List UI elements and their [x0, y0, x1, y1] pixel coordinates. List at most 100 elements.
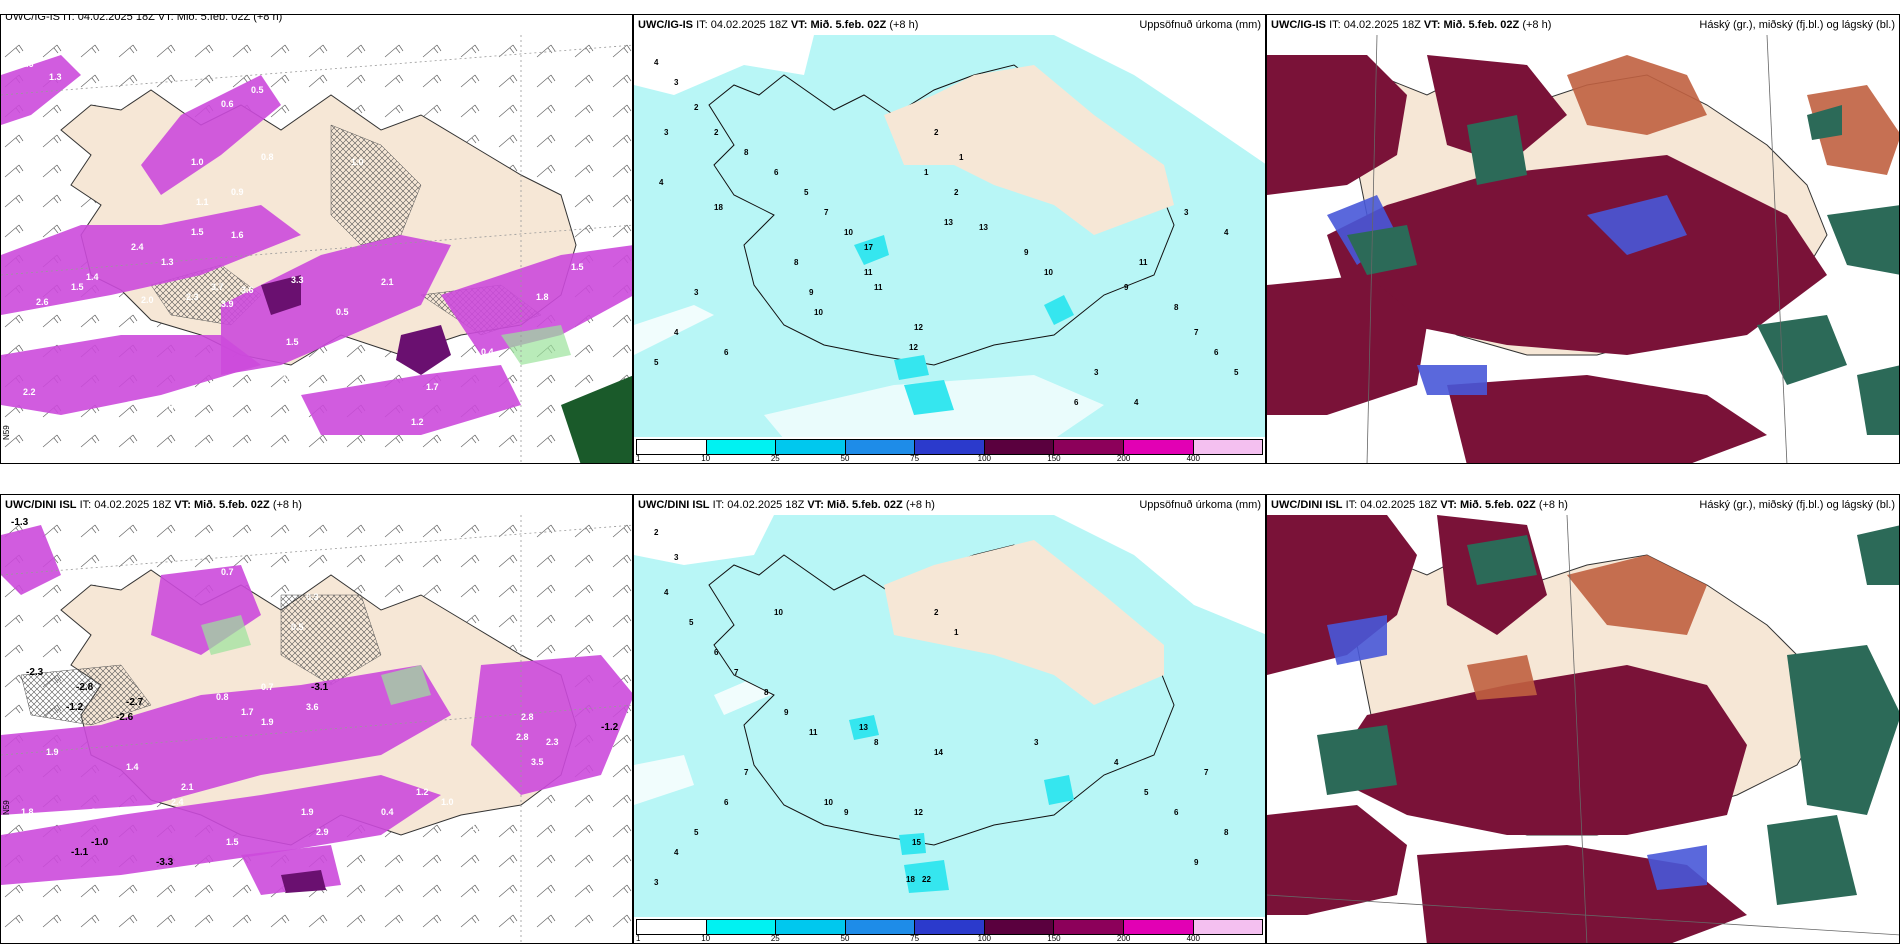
precip-band	[1, 55, 81, 125]
svg-text:2.9: 2.9	[316, 827, 329, 837]
vt-label: VT:	[807, 499, 824, 511]
svg-text:5: 5	[804, 188, 809, 197]
panel-header-clipped: UWC/IG-IS IT: 04.02.2025 18Z VT: Mið. 5.…	[5, 14, 283, 23]
wind-precip-panel-row1: UWC/IG-IS IT: 04.02.2025 18Z VT: Mið. 5.…	[0, 14, 633, 464]
it-label: IT:	[696, 19, 708, 31]
svg-text:8: 8	[1174, 303, 1179, 312]
legend-tick: 100	[977, 934, 991, 943]
legend-tick: 75	[910, 454, 920, 463]
field-title: Háský (gr.), miðský (fj.bl.) og lágský (…	[1699, 499, 1895, 511]
field-title: Uppsöfnuð úrkoma (mm)	[1139, 499, 1261, 511]
precip-core	[396, 325, 451, 375]
legend-tick: 150	[1047, 934, 1061, 943]
svg-text:15: 15	[912, 838, 921, 847]
svg-text:1.0: 1.0	[191, 157, 204, 167]
svg-text:2.8: 2.8	[516, 732, 529, 742]
svg-text:1.4: 1.4	[86, 272, 99, 282]
legend-swatch	[1193, 920, 1263, 934]
svg-text:10: 10	[774, 608, 783, 617]
precip-band	[441, 245, 632, 355]
accum-precip-map: 2 3 4 5 6 7 8 9 10 11 13 15 12 14 22 18 …	[634, 515, 1265, 919]
svg-text:3: 3	[694, 288, 699, 297]
legend-tick: 25	[770, 454, 780, 463]
panel-header: UWC/DINI ISL IT: 04.02.2025 18Z VT: Mið.…	[1, 495, 632, 515]
svg-text:1.5: 1.5	[191, 227, 204, 237]
svg-text:7: 7	[734, 668, 739, 677]
svg-text:4: 4	[1114, 758, 1119, 767]
svg-text:4: 4	[659, 178, 664, 187]
lead-time: (+8 h)	[905, 499, 935, 511]
svg-text:2.6: 2.6	[36, 297, 49, 307]
legend-tick: 10	[701, 454, 711, 463]
svg-text:3: 3	[674, 78, 679, 87]
svg-text:8: 8	[764, 688, 769, 697]
svg-text:-1.2: -1.2	[601, 722, 619, 733]
svg-text:12: 12	[909, 343, 918, 352]
svg-text:2.2: 2.2	[23, 387, 36, 397]
svg-text:1.2: 1.2	[416, 787, 429, 797]
svg-text:2: 2	[934, 128, 939, 137]
svg-text:9: 9	[1124, 283, 1129, 292]
legend-bar	[636, 439, 1263, 455]
vt-label: VT:	[1440, 499, 1457, 511]
latitude-label: N59	[2, 800, 11, 815]
it-label: IT:	[712, 499, 725, 511]
svg-text:0.4: 0.4	[481, 347, 494, 357]
svg-text:4: 4	[1134, 398, 1139, 407]
cloud-cover-map	[1267, 35, 1899, 463]
svg-text:13: 13	[979, 223, 988, 232]
legend-swatch	[845, 920, 916, 934]
it-value: 04.02.2025 18Z	[710, 19, 788, 31]
it-label: IT:	[1329, 19, 1341, 31]
svg-text:2.4: 2.4	[171, 797, 184, 807]
svg-text:6: 6	[1174, 808, 1179, 817]
legend-swatch	[1054, 440, 1124, 454]
svg-text:1.3: 1.3	[161, 257, 174, 267]
field-title: Uppsöfnuð úrkoma (mm)	[1139, 19, 1261, 31]
svg-text:2: 2	[714, 128, 719, 137]
model-name: UWC/DINI ISL	[638, 499, 710, 511]
svg-text:1.6: 1.6	[21, 59, 34, 69]
svg-text:12: 12	[914, 323, 923, 332]
it-value: 04.02.2025 18Z	[94, 499, 172, 511]
wind-precip-panel-row2: UWC/DINI ISL IT: 04.02.2025 18Z VT: Mið.…	[0, 494, 633, 944]
legend-swatch	[1123, 440, 1194, 454]
svg-text:4: 4	[664, 588, 669, 597]
svg-text:1.3: 1.3	[49, 72, 62, 82]
svg-text:-1.3: -1.3	[11, 517, 29, 528]
legend-swatch	[776, 920, 846, 934]
svg-text:5: 5	[654, 358, 659, 367]
svg-text:2: 2	[934, 608, 939, 617]
svg-text:10: 10	[1044, 268, 1053, 277]
legend-tick: 10	[701, 934, 711, 943]
vt-label: VT:	[790, 19, 808, 31]
legend-swatch	[984, 440, 1055, 454]
model-name: UWC/IG-IS	[638, 19, 693, 31]
svg-text:10: 10	[824, 798, 833, 807]
model-name: UWC/DINI ISL	[5, 499, 77, 511]
svg-text:7: 7	[1204, 768, 1209, 777]
svg-text:13: 13	[944, 218, 953, 227]
vt-value: Mið. 5.feb. 02Z	[1443, 19, 1520, 31]
svg-text:1.9: 1.9	[261, 717, 274, 727]
svg-text:3: 3	[664, 128, 669, 137]
legend-tick: 50	[840, 934, 850, 943]
field-title: Háský (gr.), miðský (fj.bl.) og lágský (…	[1699, 19, 1895, 31]
svg-text:3.5: 3.5	[531, 757, 544, 767]
svg-text:4: 4	[1224, 228, 1229, 237]
svg-text:3.7: 3.7	[211, 282, 224, 292]
legend-tick: 25	[770, 934, 780, 943]
precip-legend: 1 10 25 50 75 100 150 200 400	[634, 437, 1265, 463]
svg-text:2.1: 2.1	[181, 782, 194, 792]
legend-tick: 400	[1186, 934, 1200, 943]
wind-precip-map: 1.6 1.3 0.6 0.5 1.0 1.1 0.8 0.9 1.5 1.6 …	[1, 35, 632, 463]
svg-text:2: 2	[654, 528, 659, 537]
green-area	[561, 375, 632, 463]
svg-text:-3.3: -3.3	[156, 857, 174, 868]
svg-text:13: 13	[859, 723, 868, 732]
svg-text:1.5: 1.5	[286, 337, 299, 347]
svg-text:11: 11	[864, 268, 873, 277]
vt-value: Mið. 5.feb. 02Z	[826, 499, 903, 511]
legend-swatch	[637, 440, 707, 454]
svg-text:2.3: 2.3	[546, 737, 559, 747]
